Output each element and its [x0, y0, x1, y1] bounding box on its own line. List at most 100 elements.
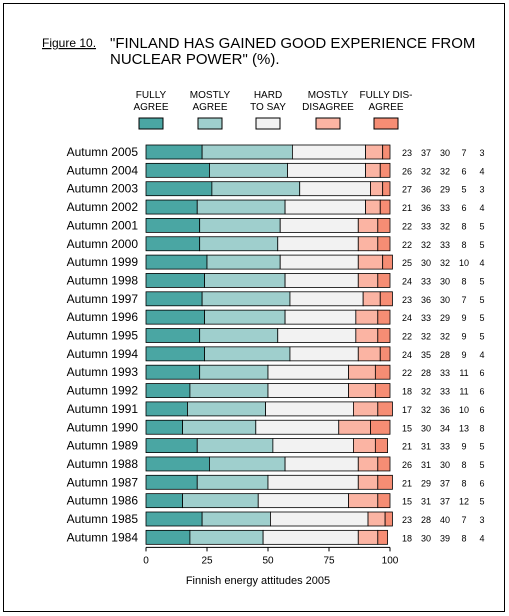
bar-segment: [209, 162, 288, 178]
data-label: 22: [402, 332, 412, 342]
data-label: 7: [461, 295, 466, 305]
bar-segment: [382, 254, 393, 270]
data-label: 33: [421, 313, 431, 323]
category-label: Autumn 1992: [67, 384, 139, 398]
data-label: 25: [402, 258, 412, 268]
data-label: 9: [461, 350, 466, 360]
bar-segment: [377, 328, 391, 343]
legend-swatch: [315, 117, 341, 130]
bar-segment: [289, 291, 364, 307]
bar-segment: [367, 511, 386, 527]
data-label: 23: [402, 515, 412, 525]
bar-segment: [145, 383, 191, 398]
bar-segment: [211, 181, 301, 197]
category-label: Autumn 1999: [67, 255, 139, 269]
data-label: 7: [461, 148, 466, 158]
data-label: 37: [440, 497, 450, 507]
data-label: 28: [440, 350, 450, 360]
category-label: Autumn 1984: [67, 530, 139, 544]
data-label: 8: [479, 423, 484, 433]
bar-segment: [187, 401, 266, 417]
data-label: 32: [421, 387, 431, 397]
legend-label: HARD: [254, 90, 282, 101]
bar-segment: [145, 199, 198, 215]
data-label: 30: [440, 460, 450, 470]
category-label: Autumn 2000: [67, 237, 139, 251]
bar-segment: [204, 273, 286, 288]
bar-segment: [145, 438, 198, 454]
bar-segment: [189, 383, 269, 398]
bar-segment: [377, 474, 393, 490]
data-label: 40: [440, 515, 450, 525]
data-label: 12: [459, 497, 469, 507]
data-label: 31: [421, 497, 431, 507]
data-label: 9: [461, 313, 466, 323]
data-label: 33: [421, 221, 431, 231]
legend-swatch: [373, 117, 399, 130]
category-label: Autumn 1985: [67, 512, 139, 526]
data-label: 5: [479, 460, 484, 470]
bar-segment: [201, 291, 291, 307]
bar-segment: [291, 144, 366, 160]
data-label: 5: [479, 442, 484, 452]
bar-segment: [201, 511, 271, 527]
bar-segment: [384, 511, 393, 527]
bar-segment: [374, 438, 388, 454]
data-label: 32: [421, 240, 431, 250]
legend-label: MOSTLY: [190, 90, 231, 101]
legend-label: AGREE: [192, 102, 227, 113]
bar-segment: [284, 456, 359, 472]
bar-segment: [267, 383, 349, 398]
data-label: 11: [459, 387, 468, 397]
data-label: 32: [421, 405, 431, 415]
chart-frame: [3, 3, 505, 612]
data-label: 26: [402, 166, 412, 176]
data-label: 33: [440, 387, 450, 397]
bar-segment: [206, 254, 281, 270]
bar-segment: [357, 254, 384, 270]
data-label: 3: [479, 148, 484, 158]
data-label: 3: [479, 515, 484, 525]
legend-label: AGREE: [133, 102, 168, 113]
bar-segment: [267, 474, 359, 490]
bar-segment: [377, 217, 391, 233]
data-label: 6: [479, 405, 484, 415]
data-label: 6: [479, 387, 484, 397]
data-label: 6: [479, 478, 484, 488]
data-label: 5: [479, 295, 484, 305]
bar-segment: [379, 199, 391, 215]
data-label: 24: [402, 276, 412, 286]
bar-segment: [382, 144, 391, 160]
data-label: 8: [461, 533, 466, 543]
data-label: 23: [402, 295, 412, 305]
data-label: 18: [402, 533, 412, 543]
data-label: 4: [479, 258, 484, 268]
data-label: 22: [402, 240, 412, 250]
data-label: 32: [440, 221, 450, 231]
data-label: 22: [402, 368, 412, 378]
data-label: 18: [402, 387, 412, 397]
data-label: 3: [479, 185, 484, 195]
data-label: 5: [479, 497, 484, 507]
data-label: 8: [461, 221, 466, 231]
bar-segment: [145, 346, 205, 362]
x-tick-label: 0: [143, 555, 149, 566]
data-label: 31: [421, 442, 431, 452]
bar-segment: [357, 456, 379, 472]
bar-segment: [267, 364, 349, 380]
bar-segment: [199, 217, 281, 233]
data-label: 5: [479, 313, 484, 323]
data-label: 5: [479, 240, 484, 250]
data-label: 4: [479, 350, 484, 360]
data-label: 33: [440, 240, 450, 250]
bar-segment: [196, 438, 274, 454]
bar-segment: [145, 511, 203, 527]
data-label: 15: [402, 497, 412, 507]
category-label: Autumn 1993: [67, 365, 139, 379]
bar-segment: [255, 419, 340, 435]
data-label: 39: [440, 533, 450, 543]
data-label: 13: [459, 423, 469, 433]
bar-segment: [348, 364, 376, 380]
